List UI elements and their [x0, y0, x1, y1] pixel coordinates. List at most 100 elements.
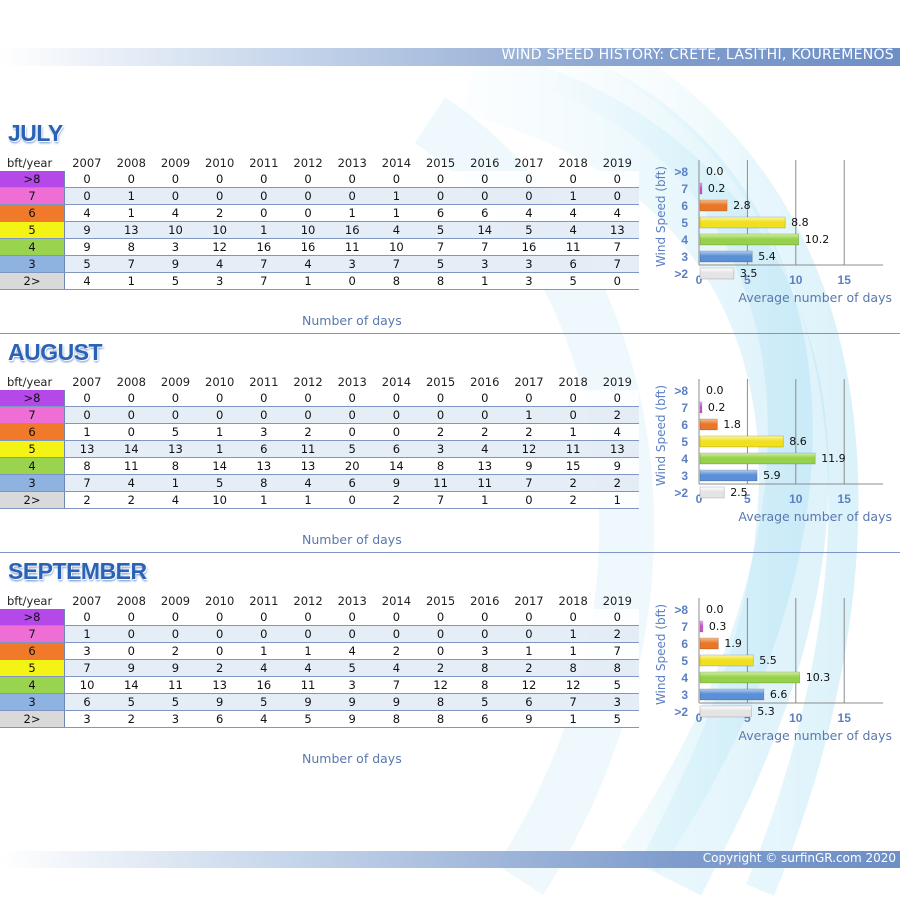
- table-cell: 3: [153, 710, 198, 728]
- table-cell: 3: [153, 238, 198, 256]
- table-row: 4 9 8 3 12 16 16 11 10 7 7 16 11 7: [0, 238, 640, 256]
- table-cell: 0: [241, 204, 286, 222]
- table-cell: 2: [197, 204, 242, 222]
- bar-value-label: 5.3: [757, 705, 775, 718]
- year-header: 2013: [337, 594, 367, 608]
- table-cell: 6: [551, 255, 596, 273]
- year-header: 2009: [160, 375, 191, 389]
- table-header-row: bft/year 2007 2008 2009 2010 2011 2012 2013 2014…: [0, 593, 639, 609]
- table-cell: 12: [506, 440, 552, 458]
- table-cell: 8: [462, 659, 507, 677]
- row-label-bft: 4: [0, 457, 65, 475]
- table-row: 5 9 13 10 10 1 10 16 4 5 14 5 4 13: [0, 221, 640, 239]
- table-cell: 7: [595, 238, 640, 256]
- table-cell: 15: [551, 457, 596, 475]
- y-tick-label: >8: [674, 165, 688, 179]
- number-of-days-label: Number of days: [302, 532, 402, 547]
- table-cell: 3: [462, 255, 507, 273]
- bar-value-label: 5.5: [759, 654, 777, 667]
- table-cell: 0: [285, 187, 331, 205]
- y-tick-label: 5: [681, 216, 688, 230]
- table-cell: 0: [418, 642, 463, 660]
- row-label-bft: 5: [0, 221, 65, 239]
- table-cell: 8: [418, 710, 463, 728]
- year-header: 2017: [514, 375, 544, 389]
- table-cell: 4: [285, 659, 331, 677]
- table-cell: 8: [64, 457, 110, 475]
- table-cell: 20: [330, 457, 375, 475]
- table-row: 2> 2 2 4 10 1 1 0 2 7 1 0 2 1: [0, 491, 640, 509]
- year-header: 2019: [602, 375, 632, 389]
- table-cell: 1: [285, 642, 331, 660]
- table-cell: 0: [462, 187, 507, 205]
- table-cell: 16: [330, 221, 375, 239]
- table-cell: 4: [153, 491, 198, 509]
- table-cell: 8: [153, 457, 198, 475]
- bar-value-label: 2.8: [733, 199, 751, 212]
- y-tick-label: >2: [674, 267, 688, 281]
- table-cell: 0: [109, 390, 154, 407]
- table-cell: 16: [285, 238, 331, 256]
- table-cell: 7: [241, 255, 286, 273]
- table-cell: 0: [462, 171, 507, 188]
- table-cell: 4: [109, 474, 154, 492]
- year-header: 2012: [293, 156, 323, 170]
- table-cell: 0: [109, 609, 154, 626]
- table-cell: 13: [197, 676, 242, 694]
- table-cell: 0: [109, 171, 154, 188]
- table-corner-label: bft/year: [7, 594, 53, 608]
- year-header: 2019: [602, 594, 632, 608]
- wind-table: bft/year 2007 2008 2009 2010 2011 2012 2013 2014…: [0, 593, 640, 728]
- table-cell: 9: [330, 693, 375, 711]
- bar-value-label: 3.5: [740, 267, 758, 280]
- year-header: 2007: [72, 375, 102, 389]
- bar-value-label: 11.9: [821, 452, 846, 465]
- table-cell: 1: [551, 625, 596, 643]
- x-tick-label: 15: [838, 273, 852, 287]
- table-cell: 14: [197, 457, 242, 475]
- x-tick-label: 5: [744, 711, 751, 725]
- table-cell: 7: [595, 255, 640, 273]
- table-cell: 7: [64, 659, 110, 677]
- row-label-bft: >8: [0, 609, 65, 626]
- year-header: 2014: [381, 156, 412, 170]
- year-header: 2013: [337, 156, 367, 170]
- table-cell: 0: [506, 625, 552, 643]
- table-cell: 0: [418, 609, 463, 626]
- year-header: 2012: [293, 375, 323, 389]
- x-axis-title: Average number of days: [738, 290, 892, 305]
- row-label-bft: 2>: [0, 710, 65, 728]
- table-cell: 4: [506, 204, 552, 222]
- table-cell: 9: [595, 457, 640, 475]
- year-header: 2016: [470, 375, 500, 389]
- table-row: 5 13 14 13 1 6 11 5 6 3 4 12 11 13: [0, 440, 640, 458]
- year-header: 2012: [293, 594, 323, 608]
- bar: [699, 401, 703, 414]
- table-cell: 11: [109, 457, 154, 475]
- footer-banner: [0, 851, 900, 868]
- year-header: 2017: [514, 156, 544, 170]
- x-tick-label: 0: [696, 492, 703, 506]
- table-cell: 0: [285, 171, 331, 188]
- table-cell: 0: [374, 625, 419, 643]
- bar-value-label: 2.5: [730, 486, 748, 499]
- bar: [699, 216, 786, 229]
- table-cell: 6: [462, 204, 507, 222]
- table-row: 2> 4 1 5 3 7 1 0 8 8 1 3 5 0: [0, 272, 640, 290]
- table-cell: 2: [595, 406, 640, 424]
- table-cell: 1: [551, 423, 596, 441]
- bar: [699, 267, 735, 280]
- table-cell: 8: [418, 457, 463, 475]
- table-cell: 6: [64, 693, 110, 711]
- year-header: 2013: [337, 375, 367, 389]
- table-cell: 0: [330, 406, 375, 424]
- table-cell: 16: [506, 238, 552, 256]
- table-cell: 4: [241, 659, 286, 677]
- table-cell: 11: [551, 440, 596, 458]
- table-cell: 0: [374, 423, 419, 441]
- table-cell: 4: [285, 255, 331, 273]
- table-cell: 2: [506, 423, 552, 441]
